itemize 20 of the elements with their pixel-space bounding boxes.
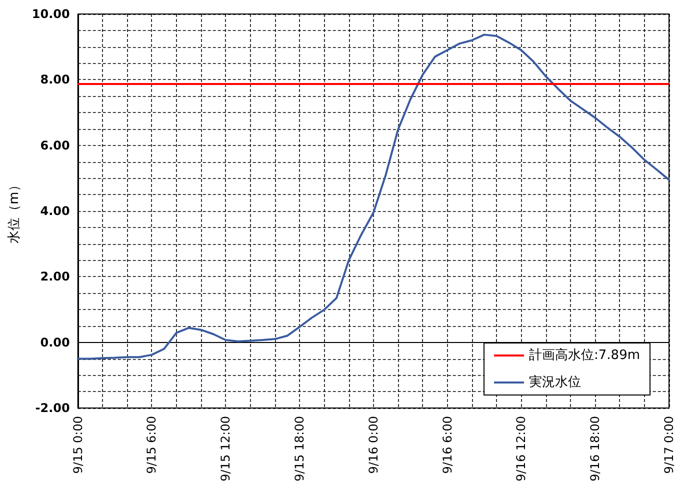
legend-label: 実況水位	[529, 374, 582, 390]
x-tick-label: 9/16 0:00	[366, 416, 380, 474]
y-axis-title: 水位（m）	[7, 178, 22, 244]
y-tick-label: 8.00	[40, 72, 70, 87]
x-tick-label: 9/16 6:00	[440, 416, 454, 474]
y-tick-label: 4.00	[40, 204, 70, 218]
y-tick-label: 10.00	[32, 7, 70, 21]
y-tick-label: -2.00	[35, 401, 70, 415]
x-tick-label: 9/17 0:00	[662, 416, 676, 474]
x-tick-label: 9/15 6:00	[144, 416, 159, 474]
legend-label: 計画高水位:7.89m	[529, 347, 640, 363]
x-tick-label: 9/16 12:00	[514, 416, 528, 482]
x-tick-label: 9/15 0:00	[70, 416, 85, 474]
y-tick-label: 6.00	[40, 138, 70, 152]
y-tick-label: 2.00	[40, 270, 70, 284]
x-tick-label: 9/16 18:00	[588, 416, 602, 482]
line-series	[76, 34, 670, 360]
x-tick-label: 9/15 18:00	[292, 416, 307, 482]
y-tick-label: 0.00	[40, 335, 70, 350]
x-tick-label: 9/15 12:00	[218, 416, 233, 482]
